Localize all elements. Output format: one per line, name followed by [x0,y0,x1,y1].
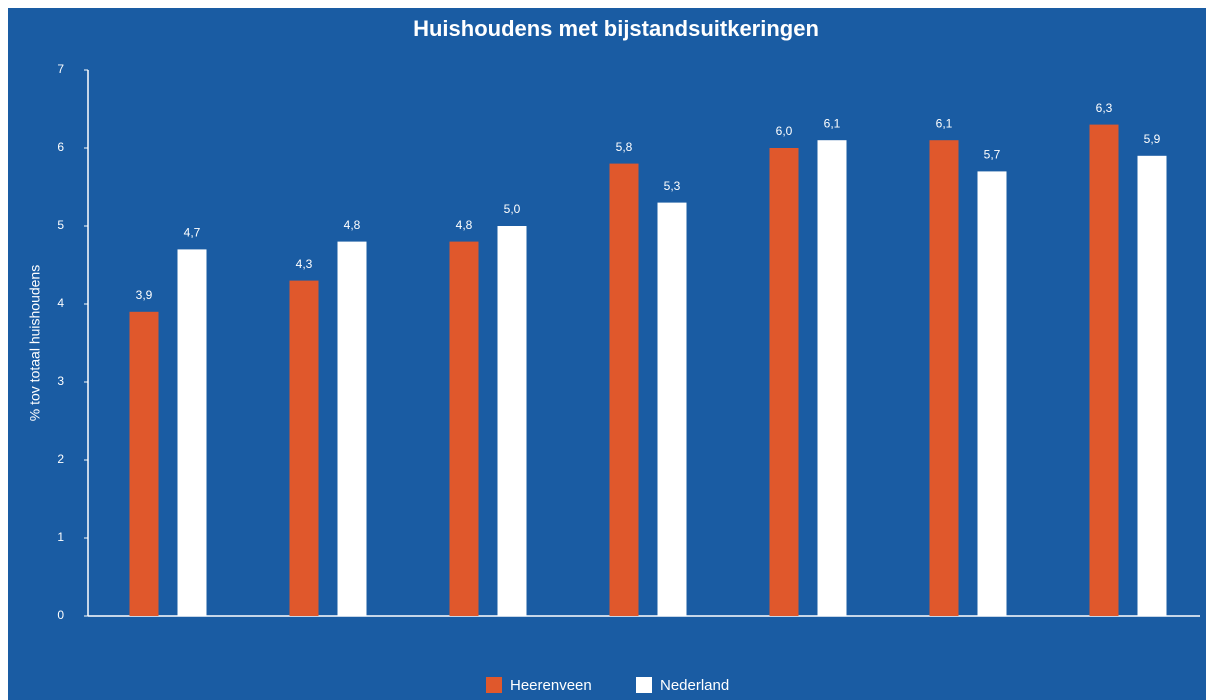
y-tick-label: 0 [57,608,64,622]
value-label: 5,7 [984,148,1001,162]
legend-label: Nederland [660,677,729,694]
bar [657,202,687,616]
legend-label: Heerenveen [510,677,592,694]
bar [1089,124,1119,616]
value-label: 6,3 [1096,101,1113,115]
bar [929,140,959,616]
y-tick-label: 1 [57,530,64,544]
value-label: 4,8 [456,218,473,232]
y-tick-label: 2 [57,452,64,466]
legend-swatch [636,677,652,693]
value-label: 4,7 [184,226,201,240]
value-label: 5,0 [504,202,521,216]
value-label: 6,0 [776,124,793,138]
value-label: 5,8 [616,140,633,154]
bar [1137,155,1167,617]
bar [977,171,1007,616]
y-tick-label: 3 [57,374,64,388]
bar [609,163,639,616]
bar [769,148,799,616]
value-label: 3,9 [136,288,153,302]
value-label: 5,9 [1144,132,1161,146]
y-tick-label: 4 [57,296,64,310]
y-tick-label: 7 [57,62,64,76]
value-label: 6,1 [936,116,953,130]
value-label: 4,3 [296,257,313,271]
y-tick-label: 6 [57,140,64,154]
y-tick-label: 5 [57,218,64,232]
y-axis-label: % tov totaal huishoudens [27,265,43,421]
chart-title: Huishoudens met bijstandsuitkeringen [413,16,819,41]
bar [449,241,479,616]
bar [497,226,527,616]
value-label: 6,1 [824,116,841,130]
bar [129,311,159,616]
value-label: 4,8 [344,218,361,232]
bar [337,241,367,616]
bar [817,140,847,616]
bar [289,280,319,616]
legend-swatch [486,677,502,693]
value-label: 5,3 [664,179,681,193]
bar [177,249,207,616]
